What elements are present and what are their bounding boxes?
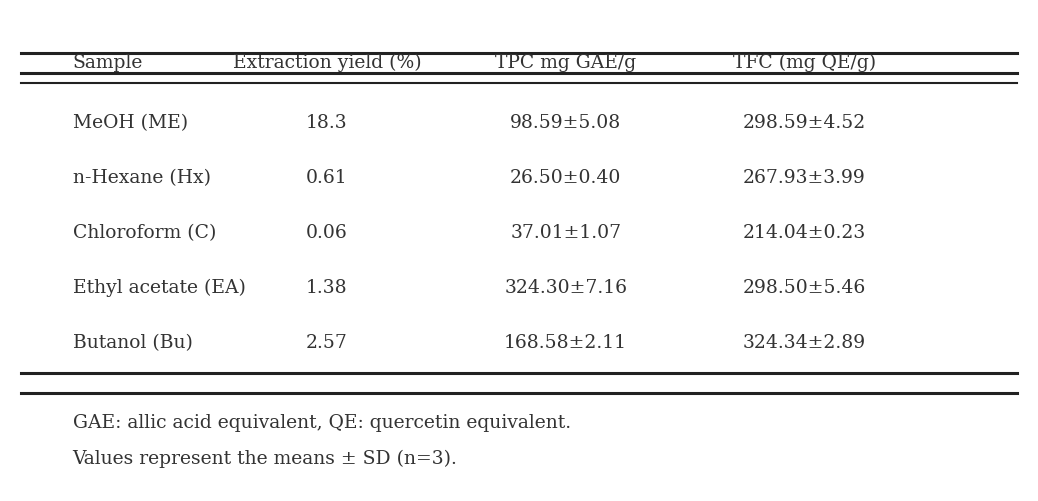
Text: GAE: allic acid equivalent, QE: quercetin equivalent.: GAE: allic acid equivalent, QE: querceti… — [73, 414, 571, 432]
Text: 26.50±0.40: 26.50±0.40 — [510, 169, 622, 187]
Text: Chloroform (C): Chloroform (C) — [73, 224, 216, 242]
Text: Sample: Sample — [73, 54, 143, 72]
Text: 324.34±2.89: 324.34±2.89 — [743, 334, 866, 352]
Text: Extraction yield (%): Extraction yield (%) — [233, 54, 421, 72]
Text: 298.59±4.52: 298.59±4.52 — [743, 114, 866, 132]
Text: Ethyl acetate (EA): Ethyl acetate (EA) — [73, 279, 246, 297]
Text: 98.59±5.08: 98.59±5.08 — [510, 114, 622, 132]
Text: n-Hexane (Hx): n-Hexane (Hx) — [73, 169, 211, 187]
Text: 2.57: 2.57 — [306, 334, 348, 352]
Text: 37.01±1.07: 37.01±1.07 — [510, 224, 622, 242]
Text: 324.30±7.16: 324.30±7.16 — [504, 279, 627, 297]
Text: 298.50±5.46: 298.50±5.46 — [743, 279, 866, 297]
Text: Butanol (Bu): Butanol (Bu) — [73, 334, 192, 352]
Text: 214.04±0.23: 214.04±0.23 — [743, 224, 866, 242]
Text: 0.06: 0.06 — [306, 224, 348, 242]
Text: 18.3: 18.3 — [306, 114, 348, 132]
Text: Values represent the means ± SD (n=3).: Values represent the means ± SD (n=3). — [73, 449, 458, 467]
Text: 168.58±2.11: 168.58±2.11 — [504, 334, 627, 352]
Text: MeOH (ME): MeOH (ME) — [73, 114, 188, 132]
Text: 1.38: 1.38 — [306, 279, 348, 297]
Text: 267.93±3.99: 267.93±3.99 — [743, 169, 866, 187]
Text: 0.61: 0.61 — [306, 169, 348, 187]
Text: TFC (mg QE/g): TFC (mg QE/g) — [733, 54, 876, 72]
Text: TPC mg GAE/g: TPC mg GAE/g — [495, 54, 636, 72]
